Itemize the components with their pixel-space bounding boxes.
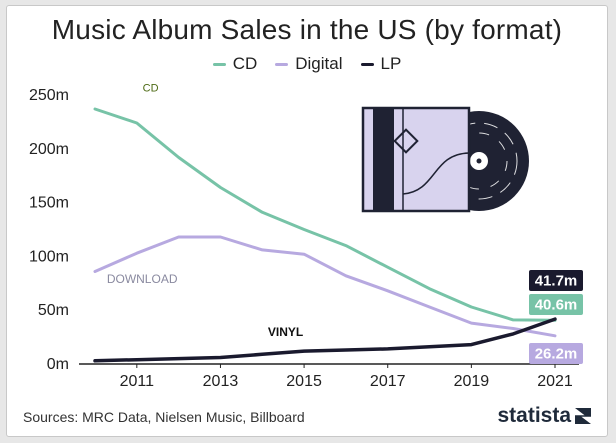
y-tick-label: 100m — [29, 248, 69, 265]
series-inline-label-digital: DOWNLOAD — [107, 272, 178, 286]
source-note: Sources: MRC Data, Nielsen Music, Billbo… — [23, 409, 305, 425]
legend-item-cd: CD — [212, 54, 258, 74]
legend-label-digital: Digital — [295, 54, 343, 73]
end-label-text: 40.6m — [535, 297, 578, 314]
legend-swatch-digital — [275, 62, 289, 66]
chart-card: Music Album Sales in the US (by format) … — [6, 5, 608, 437]
y-tick-label: 150m — [29, 195, 69, 212]
y-tick-label: 250m — [29, 87, 69, 104]
legend-item-digital: Digital — [275, 54, 343, 74]
x-tick-label: 2015 — [286, 373, 322, 390]
y-tick-label: 50m — [38, 302, 69, 319]
legend: CD Digital LP — [7, 54, 607, 74]
end-label-text: 41.7m — [535, 273, 578, 290]
series-layer: CD DOWNLOAD VINYL — [93, 82, 557, 363]
x-tick-label: 2017 — [370, 373, 406, 390]
legend-label-lp: LP — [380, 54, 402, 73]
statista-logo-icon — [575, 408, 591, 424]
chart-title: Music Album Sales in the US (by format) — [51, 14, 563, 45]
brand-name: statista — [497, 404, 571, 427]
x-axis-labels: 2011 2013 2015 2017 2019 2021 — [120, 364, 573, 390]
series-line-digital — [93, 235, 557, 338]
legend-swatch-cd — [212, 62, 226, 66]
x-tick-label: 2019 — [454, 373, 490, 390]
x-tick-label: 2011 — [120, 373, 155, 390]
series-line-cd — [93, 107, 557, 322]
end-label-lp: 41.7m — [529, 270, 583, 291]
series-line-lp — [93, 317, 557, 363]
legend-label-cd: CD — [232, 54, 258, 73]
series-inline-label-lp: VINYL — [268, 325, 303, 339]
y-tick-label: 0m — [47, 356, 69, 373]
y-axis-labels: 0m 50m 100m 150m 200m 250m — [29, 87, 69, 373]
end-label-cd: 40.6m — [529, 294, 583, 315]
vinyl-record-album-icon — [361, 106, 529, 213]
end-label-badge — [529, 270, 583, 291]
legend-swatch-lp — [360, 62, 374, 66]
end-label-digital: 26.2m — [529, 343, 583, 364]
end-label-badge — [529, 343, 583, 364]
end-label-text: 26.2m — [535, 346, 578, 363]
x-tick-label: 2013 — [203, 373, 239, 390]
statista-logo: statista — [497, 404, 591, 428]
end-labels: 41.7m 40.6m 26.2m — [529, 270, 583, 364]
end-label-badge — [529, 294, 583, 315]
x-tick-label: 2021 — [537, 373, 573, 390]
y-tick-label: 200m — [29, 141, 69, 158]
legend-item-lp: LP — [360, 54, 402, 74]
series-inline-label-cd: CD — [143, 82, 159, 94]
